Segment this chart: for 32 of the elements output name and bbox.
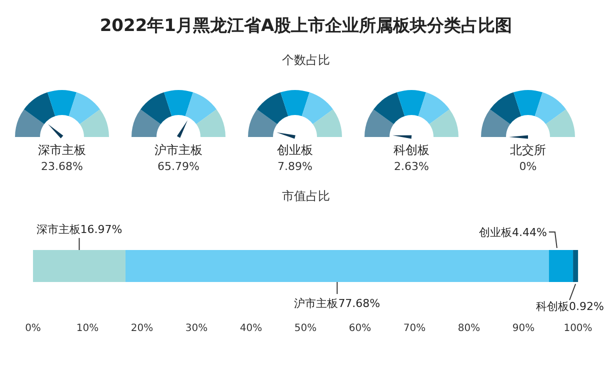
x-tick-label: 50% <box>294 323 317 334</box>
data-label: 深市主板16.97% <box>36 223 122 236</box>
x-tick-label: 80% <box>458 323 480 334</box>
x-tick-label: 90% <box>512 323 535 334</box>
data-label: 科创板0.92% <box>536 300 604 313</box>
data-label: 创业板4.44% <box>478 226 547 239</box>
text: 2022年1月黑龙江省A股上市企业所属板块分类占比图 <box>100 16 512 36</box>
bar <box>33 250 126 282</box>
bar <box>573 250 578 282</box>
x-tick-label: 70% <box>403 323 426 334</box>
x-tick-label: 60% <box>348 323 372 334</box>
x-tick-label: 0% <box>25 323 41 334</box>
data-label: 0% <box>519 160 537 173</box>
data-label: 7.89% <box>278 160 312 173</box>
x-tick-label: 10% <box>76 323 99 334</box>
category-label: 北交所 <box>510 143 546 157</box>
x-tick-label: 100% <box>564 323 592 334</box>
x-tick-label: 30% <box>185 323 208 334</box>
category-label: 科创板 <box>394 143 430 157</box>
category-label: 创业板 <box>277 143 313 157</box>
data-label: 23.68% <box>41 160 83 173</box>
x-tick-label: 20% <box>130 323 154 334</box>
data-label: 2.63% <box>394 160 429 173</box>
category-label: 沪市主板 <box>154 143 202 157</box>
x-tick-label: 40% <box>240 323 262 334</box>
bar <box>125 250 549 282</box>
bar <box>548 250 574 282</box>
chart-title: 市值占比 <box>282 189 330 203</box>
data-label: 65.79% <box>158 160 200 173</box>
category-label: 深市主板 <box>38 143 86 157</box>
text: 个数占比 <box>282 53 330 67</box>
data-label: 沪市主板77.68% <box>294 297 380 310</box>
